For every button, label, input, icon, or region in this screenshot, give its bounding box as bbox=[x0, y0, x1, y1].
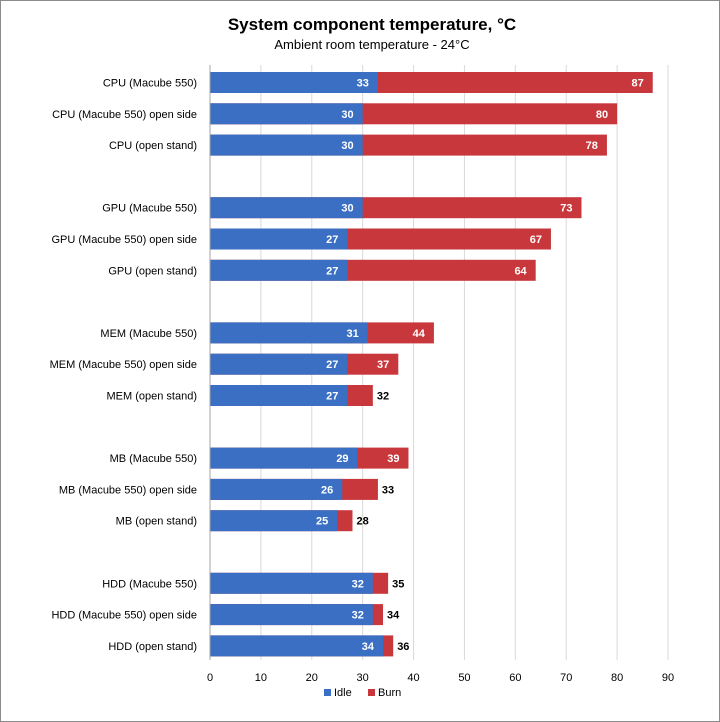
category-label: HDD (open stand) bbox=[108, 641, 197, 653]
data-label-burn: 39 bbox=[387, 453, 399, 465]
legend-label-idle: Idle bbox=[334, 687, 352, 699]
bar-idle bbox=[210, 353, 348, 375]
bar-idle bbox=[210, 385, 348, 406]
bar-idle bbox=[210, 478, 343, 500]
bar-idle bbox=[210, 228, 348, 250]
bar-idle bbox=[210, 604, 373, 626]
category-label: MEM (open stand) bbox=[107, 391, 197, 403]
bar-idle bbox=[210, 259, 348, 281]
data-label-idle: 25 bbox=[316, 516, 328, 528]
data-label-burn: 33 bbox=[382, 484, 394, 496]
x-tick-label: 80 bbox=[611, 672, 623, 684]
x-tick-label: 10 bbox=[255, 672, 267, 684]
data-label-idle: 27 bbox=[326, 359, 338, 371]
data-label-burn: 73 bbox=[560, 203, 572, 215]
bar-idle bbox=[210, 72, 378, 93]
x-tick-label: 40 bbox=[407, 672, 419, 684]
x-tick-label: 30 bbox=[357, 672, 369, 684]
data-label-idle: 27 bbox=[326, 234, 338, 246]
data-label-idle: 30 bbox=[341, 140, 353, 152]
data-label-idle: 27 bbox=[326, 391, 338, 403]
data-label-burn: 32 bbox=[377, 391, 389, 403]
x-tick-label: 20 bbox=[306, 672, 318, 684]
data-label-idle: 30 bbox=[341, 109, 353, 121]
bar-idle bbox=[210, 197, 363, 219]
x-tick-label: 0 bbox=[207, 672, 213, 684]
category-label: HDD (Macube 550) bbox=[102, 578, 197, 590]
data-label-burn: 80 bbox=[596, 109, 608, 121]
category-label: MB (Macube 550) open side bbox=[59, 484, 197, 496]
data-label-idle: 32 bbox=[352, 610, 364, 622]
data-label-burn: 28 bbox=[356, 516, 368, 528]
data-label-burn: 35 bbox=[392, 578, 404, 590]
chart-subtitle: Ambient room temperature - 24°C bbox=[274, 37, 469, 52]
data-label-burn: 87 bbox=[631, 78, 643, 90]
legend-swatch-idle bbox=[324, 689, 331, 696]
data-label-burn: 67 bbox=[530, 234, 542, 246]
data-label-idle: 32 bbox=[352, 578, 364, 590]
legend: Idle Burn bbox=[324, 687, 401, 699]
bar-idle bbox=[210, 447, 358, 469]
category-label: CPU (Macube 550) open side bbox=[52, 109, 197, 121]
bar-idle bbox=[210, 510, 338, 532]
axis-layer: 0 10 20 30 40 50 60 70 80 90 bbox=[207, 65, 674, 684]
legend-label-burn: Burn bbox=[378, 687, 401, 699]
category-label: MEM (Macube 550) open side bbox=[50, 359, 197, 371]
category-label: GPU (Macube 550) bbox=[102, 203, 197, 215]
category-label: MB (Macube 550) bbox=[110, 453, 197, 465]
data-label-burn: 44 bbox=[413, 328, 426, 340]
label-layer: CPU (Macube 550) 33 87 CPU (Macube 550) ope… bbox=[50, 78, 644, 653]
x-tick-label: 70 bbox=[560, 672, 572, 684]
category-label: MB (open stand) bbox=[116, 516, 197, 528]
x-tick-label: 90 bbox=[662, 672, 674, 684]
category-label: CPU (open stand) bbox=[109, 140, 197, 152]
data-label-idle: 26 bbox=[321, 484, 333, 496]
bar-idle bbox=[210, 103, 363, 125]
data-label-burn: 36 bbox=[397, 641, 409, 653]
bar-idle bbox=[210, 322, 368, 344]
data-label-idle: 34 bbox=[362, 641, 375, 653]
bar-idle bbox=[210, 572, 373, 594]
data-label-idle: 31 bbox=[347, 328, 359, 340]
category-label: HDD (Macube 550) open side bbox=[51, 610, 197, 622]
bar-layer bbox=[210, 72, 653, 657]
data-label-burn: 78 bbox=[586, 140, 598, 152]
data-label-burn: 34 bbox=[387, 610, 400, 622]
x-tick-label: 50 bbox=[458, 672, 470, 684]
legend-swatch-burn bbox=[368, 689, 375, 696]
data-label-idle: 30 bbox=[341, 203, 353, 215]
data-label-burn: 64 bbox=[514, 265, 527, 277]
category-label: MEM (Macube 550) bbox=[100, 328, 197, 340]
category-label: GPU (Macube 550) open side bbox=[51, 234, 197, 246]
chart-title: System component temperature, °C bbox=[228, 15, 516, 34]
category-label: GPU (open stand) bbox=[108, 265, 197, 277]
bar-idle bbox=[210, 635, 384, 657]
data-label-idle: 29 bbox=[336, 453, 348, 465]
data-label-idle: 27 bbox=[326, 265, 338, 277]
data-label-idle: 33 bbox=[357, 78, 369, 90]
category-label: CPU (Macube 550) bbox=[103, 78, 197, 90]
x-tick-label: 60 bbox=[509, 672, 521, 684]
bar-idle bbox=[210, 134, 363, 156]
data-label-burn: 37 bbox=[377, 359, 389, 371]
